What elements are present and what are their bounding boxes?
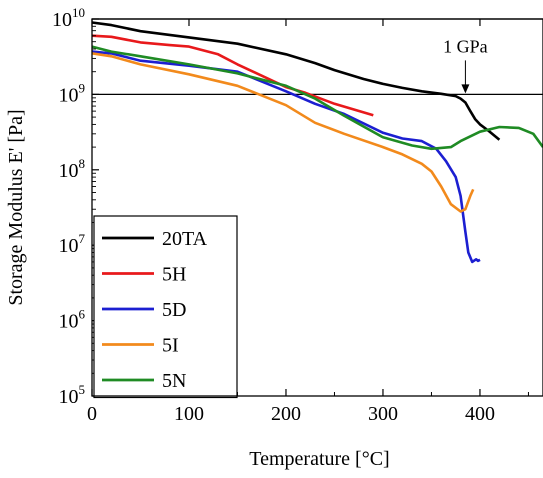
legend: 20TA 5H 5D 5I 5N xyxy=(93,215,238,399)
series-line-20ta xyxy=(91,21,501,141)
x-tick-label: 400 xyxy=(465,403,495,425)
series-line-5i xyxy=(91,52,475,213)
reference-lines xyxy=(92,18,543,96)
x-tick-label: 200 xyxy=(271,403,301,425)
x-tick-label: 300 xyxy=(368,403,398,425)
legend-label-5h: 5H xyxy=(162,264,186,286)
y-tick-label: 107 xyxy=(59,231,86,257)
series-lines xyxy=(91,21,543,264)
x-tick-label: 100 xyxy=(174,403,204,425)
legend-label-5n: 5N xyxy=(162,370,186,392)
y-tick-label: 108 xyxy=(59,156,86,182)
x-tick-label: 0 xyxy=(87,403,97,425)
y-tick-label: 1010 xyxy=(52,5,85,31)
series-line-5n xyxy=(91,45,543,151)
annotation-arrow-head xyxy=(461,84,470,94)
y-tick-label: 105 xyxy=(59,382,86,408)
tick-labels: 0 100 200 300 400 105 106 107 108 109 1010 xyxy=(52,5,495,425)
legend-label-20ta: 20TA xyxy=(162,228,208,250)
legend-box xyxy=(93,215,238,399)
plot-frame xyxy=(91,18,543,397)
y-tick-label: 106 xyxy=(59,307,86,333)
series-line-5h xyxy=(91,34,374,117)
legend-label-5d: 5D xyxy=(162,299,186,321)
y-tick-label: 109 xyxy=(59,80,86,106)
legend-label-5i: 5I xyxy=(162,335,179,357)
annotation-label: 1 GPa xyxy=(443,36,488,56)
annotation: 1 GPa xyxy=(443,36,488,94)
y-axis-label: Storage Modulus E' [Pa] xyxy=(5,109,27,305)
x-axis-label: Temperature [°C] xyxy=(249,448,389,470)
